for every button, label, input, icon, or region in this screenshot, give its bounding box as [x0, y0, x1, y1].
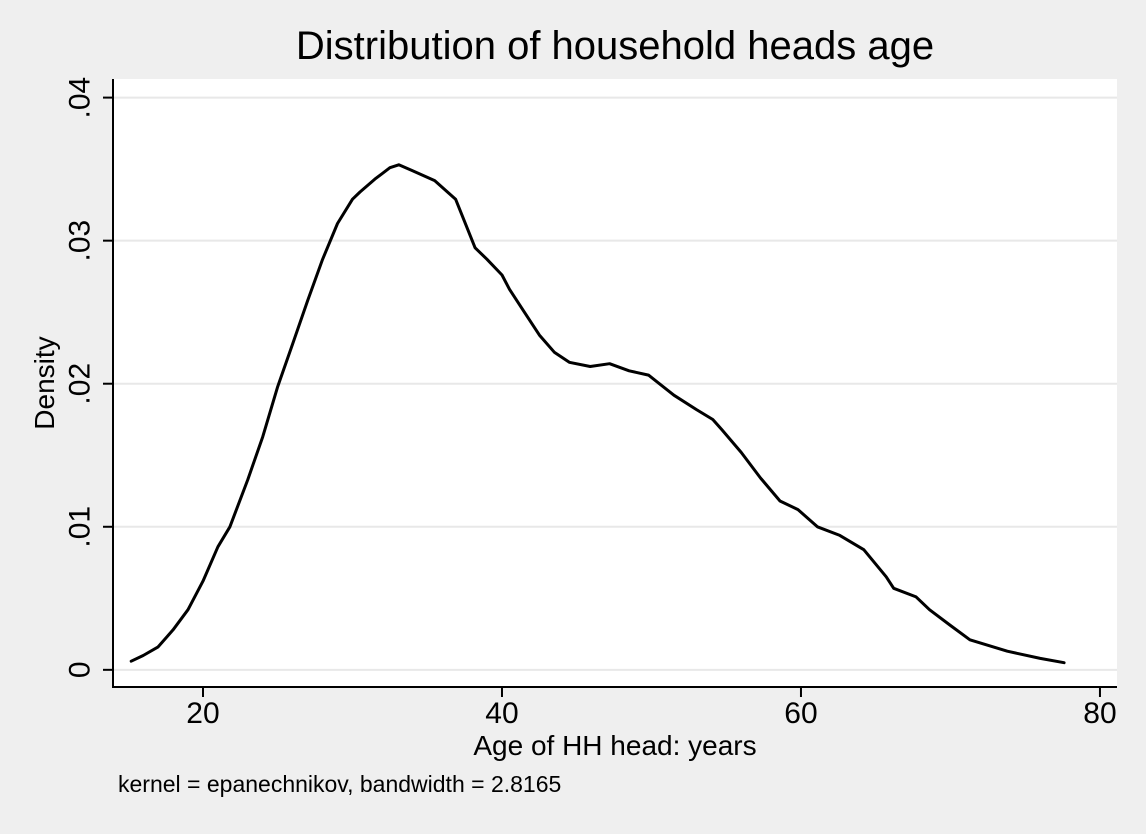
x-tick-label: 40: [485, 697, 518, 730]
density-curve: [129, 163, 1066, 665]
x-tick-label: 20: [186, 697, 219, 730]
y-tick-label: .01: [64, 506, 97, 548]
x-tick-label: 80: [1083, 697, 1116, 730]
chart-title: Distribution of household heads age: [295, 24, 935, 68]
x-axis-label: Age of HH head: years: [473, 730, 757, 761]
y-tick-label: .03: [64, 220, 97, 262]
y-tick-label: 0: [64, 661, 97, 678]
y-tick-label: .04: [64, 77, 97, 119]
x-tick-label: 60: [784, 697, 817, 730]
y-tick-label: .02: [64, 363, 97, 405]
kernel-bandwidth-note: kernel = epanechnikov, bandwidth = 2.816…: [118, 771, 562, 797]
